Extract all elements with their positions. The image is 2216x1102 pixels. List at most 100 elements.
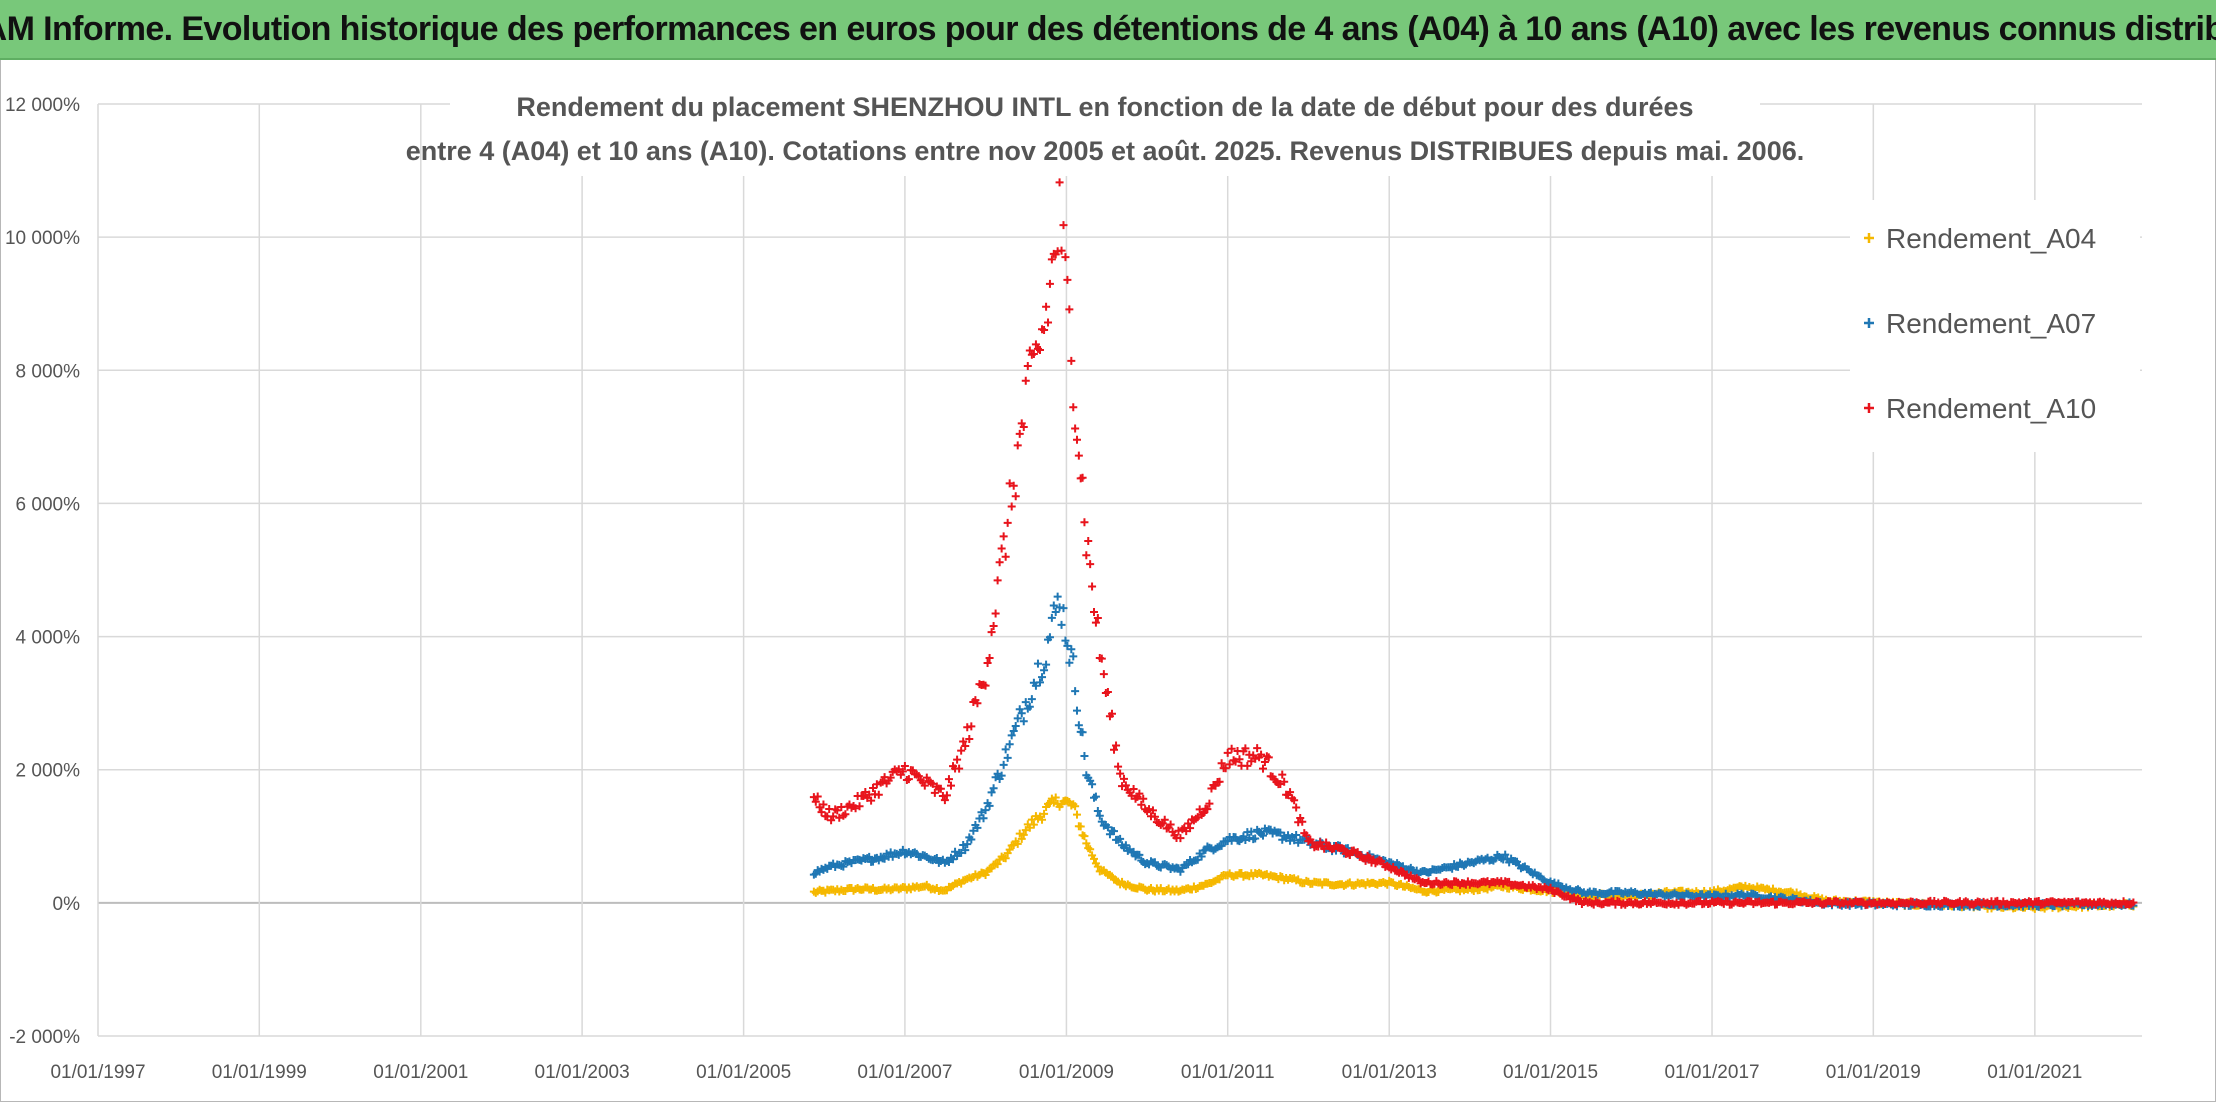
data-point [983, 658, 992, 667]
data-point [989, 784, 998, 793]
data-point [1091, 618, 1100, 627]
data-point [1223, 748, 1232, 757]
legend-marker [1864, 318, 1874, 328]
data-point [1013, 839, 1022, 848]
data-point [898, 845, 907, 854]
chart-title-line-1: Rendement du placement SHENZHOU INTL en … [516, 92, 1693, 122]
data-point [1009, 727, 1018, 736]
x-tick-label: 01/01/2019 [1826, 1062, 1921, 1083]
data-point [811, 797, 820, 806]
data-point [1086, 845, 1095, 854]
data-point [1086, 560, 1095, 569]
data-point [1150, 812, 1159, 821]
data-point [1019, 423, 1028, 432]
legend-marker [1864, 403, 1874, 413]
data-point [973, 823, 982, 832]
data-point [973, 699, 982, 708]
data-point [1061, 636, 1070, 645]
data-point [930, 788, 939, 797]
data-point [993, 860, 1002, 869]
series-Rendement_A07 [809, 592, 2138, 911]
banner-title: ADAM Informe. Evolution historique des p… [0, 9, 2216, 48]
x-tick-label: 01/01/2007 [857, 1062, 952, 1083]
data-point [1042, 660, 1051, 669]
data-point [1031, 681, 1040, 690]
data-point [1023, 362, 1032, 371]
y-tick-label: 0% [53, 894, 81, 915]
data-point [961, 742, 970, 751]
data-point [981, 870, 990, 879]
data-point [963, 840, 972, 849]
data-point [1093, 613, 1102, 622]
data-point [835, 813, 844, 822]
y-tick-label: -2 000% [9, 1027, 80, 1048]
data-point [1055, 178, 1064, 187]
data-point [1217, 841, 1226, 850]
data-point [1110, 827, 1119, 836]
data-point [944, 857, 953, 866]
data-point [1015, 705, 1024, 714]
data-point [1059, 221, 1068, 230]
data-point [997, 771, 1006, 780]
data-point [1082, 839, 1091, 848]
data-point [940, 796, 949, 805]
data-point [1501, 850, 1510, 859]
data-point [1135, 850, 1144, 859]
data-point [1353, 848, 1362, 857]
data-point [1038, 815, 1047, 824]
data-point [944, 775, 953, 784]
data-point [1047, 794, 1056, 803]
data-point [2129, 898, 2138, 907]
data-point [1005, 845, 1014, 854]
data-point [1015, 829, 1024, 838]
data-point [1110, 745, 1119, 754]
data-point [1061, 253, 1070, 262]
data-point [1027, 695, 1036, 704]
y-tick-label: 10 000% [5, 228, 80, 249]
data-point [894, 765, 903, 774]
data-point [1051, 793, 1060, 802]
data-point [1292, 803, 1301, 812]
data-point [1029, 820, 1038, 829]
data-point [1013, 714, 1022, 723]
data-point [1116, 769, 1125, 778]
data-point [829, 812, 838, 821]
data-point [855, 802, 864, 811]
data-point [1088, 582, 1097, 591]
data-point [1166, 820, 1175, 829]
data-point [817, 808, 826, 817]
data-point [1025, 346, 1034, 355]
data-point [981, 806, 990, 815]
data-point [1069, 652, 1078, 661]
x-tick-label: 01/01/2001 [373, 1062, 468, 1083]
data-point [1259, 831, 1267, 840]
data-point [1074, 451, 1083, 460]
data-point [959, 737, 968, 746]
data-point [999, 532, 1008, 541]
series-Rendement_A10 [809, 178, 2138, 909]
data-point [1260, 758, 1269, 767]
data-point [957, 848, 966, 857]
data-point [1001, 745, 1010, 754]
data-point [1040, 325, 1049, 334]
data-point [1243, 761, 1252, 770]
data-point [1221, 764, 1230, 773]
data-point [1116, 834, 1125, 843]
data-point [1080, 832, 1089, 841]
data-point [961, 846, 970, 855]
data-point [867, 796, 876, 805]
data-point [1015, 429, 1024, 438]
data-point [1040, 809, 1049, 818]
data-point [1005, 479, 1014, 488]
data-point [1074, 721, 1083, 730]
data-point [1084, 536, 1093, 545]
data-point [872, 780, 881, 789]
data-point [1339, 845, 1348, 854]
data-point [1278, 835, 1287, 844]
data-point [999, 760, 1008, 769]
data-point [1072, 435, 1081, 444]
x-tick-label: 01/01/2003 [535, 1062, 630, 1083]
data-point [1017, 834, 1026, 843]
data-point [819, 800, 828, 809]
chart-title-background [450, 84, 1760, 176]
